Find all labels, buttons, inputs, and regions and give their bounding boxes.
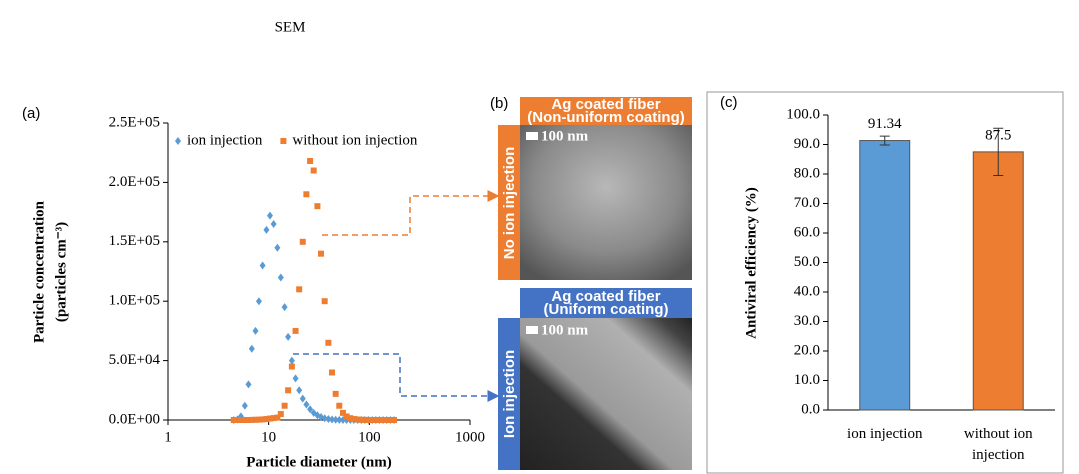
scale-text: 100 nm — [541, 322, 589, 338]
y-tick-label: 60.0 — [794, 224, 820, 240]
x-tick-label: 100 — [358, 429, 381, 445]
connector — [293, 354, 498, 396]
header: SEM — [275, 19, 306, 35]
y-axis-title: (particles cm⁻³) — [53, 222, 69, 322]
point — [285, 333, 291, 341]
panel-label: (a) — [22, 105, 40, 122]
point — [322, 298, 328, 304]
x-tick-label: 10 — [261, 429, 276, 445]
side-text: Ion injection — [501, 350, 518, 438]
y-tick-label: 1.0E+05 — [109, 293, 160, 309]
bar — [973, 152, 1023, 410]
legend-label: ion injection — [187, 132, 263, 148]
point — [282, 403, 288, 409]
y-tick-label: 70.0 — [794, 195, 820, 211]
value-label: 91.34 — [868, 116, 902, 132]
y-tick-label: 90.0 — [794, 136, 820, 152]
point — [274, 244, 280, 252]
point — [303, 401, 309, 409]
y-tick-label: 40.0 — [794, 283, 820, 299]
x-tick-label: without ion injection — [943, 424, 1053, 466]
point — [249, 345, 255, 353]
header-text: (Non-uniform coating) — [527, 109, 684, 126]
point — [278, 411, 284, 417]
x-tick-label: ion injection — [830, 424, 940, 445]
point — [296, 286, 302, 292]
point — [333, 391, 339, 397]
x-tick-label: 1000 — [455, 429, 485, 445]
point — [289, 364, 295, 370]
panel-label: (b) — [490, 95, 508, 112]
y-tick-label: 0.0E+00 — [109, 411, 160, 427]
point — [307, 158, 313, 164]
point — [293, 328, 299, 334]
legend-marker — [175, 137, 181, 145]
point — [253, 327, 259, 335]
point — [300, 239, 306, 245]
point — [256, 297, 262, 305]
y-tick-label: 0.0 — [801, 401, 820, 417]
x-tick-label: 1 — [164, 429, 172, 445]
point — [314, 203, 320, 209]
point — [285, 387, 291, 393]
point — [260, 262, 266, 270]
x-axis-title: Particle diameter (nm) — [246, 454, 392, 470]
point — [267, 212, 273, 220]
bar — [860, 141, 910, 410]
point — [245, 380, 251, 388]
figure: SEM (a) Particle diameter (nm) Particle … — [0, 0, 1079, 474]
y-axis-title: Antiviral efficiency (%) — [743, 187, 759, 339]
y-tick-label: 80.0 — [794, 165, 820, 181]
point — [289, 357, 295, 365]
y-tick-label: 2.5E+05 — [109, 114, 160, 130]
point — [391, 417, 397, 423]
legend-marker — [280, 138, 286, 144]
panel-label: (c) — [720, 94, 738, 111]
legend-label: without ion injection — [292, 132, 417, 148]
point — [271, 220, 277, 228]
y-tick-label: 30.0 — [794, 313, 820, 329]
scale-bar — [526, 132, 538, 140]
point — [242, 402, 248, 410]
point — [278, 273, 284, 281]
y-axis-title: Particle concentration — [31, 200, 47, 343]
point — [300, 395, 306, 403]
y-tick-label: 50.0 — [794, 254, 820, 270]
point — [336, 403, 342, 409]
sem-image — [520, 125, 692, 280]
point — [293, 374, 299, 382]
value-label: 87.5 — [985, 127, 1011, 143]
point — [296, 386, 302, 394]
side-text: No ion injection — [501, 147, 518, 260]
point — [325, 340, 331, 346]
scale-bar — [526, 326, 538, 334]
point — [311, 168, 317, 174]
y-tick-label: 2.0E+05 — [109, 174, 160, 190]
point — [263, 226, 269, 234]
point — [282, 303, 288, 311]
connector — [322, 196, 498, 235]
y-tick-label: 1.5E+05 — [109, 233, 160, 249]
figure-canvas: SEM (a) Particle diameter (nm) Particle … — [0, 0, 1079, 474]
y-tick-label: 5.0E+04 — [109, 352, 161, 368]
point — [329, 369, 335, 375]
sem-image — [520, 318, 692, 470]
y-tick-label: 10.0 — [794, 372, 820, 388]
point — [318, 251, 324, 257]
header-text: (Uniform coating) — [544, 301, 669, 318]
y-tick-label: 100.0 — [786, 106, 820, 122]
scale-text: 100 nm — [541, 128, 589, 144]
y-tick-label: 20.0 — [794, 342, 820, 358]
point — [303, 191, 309, 197]
